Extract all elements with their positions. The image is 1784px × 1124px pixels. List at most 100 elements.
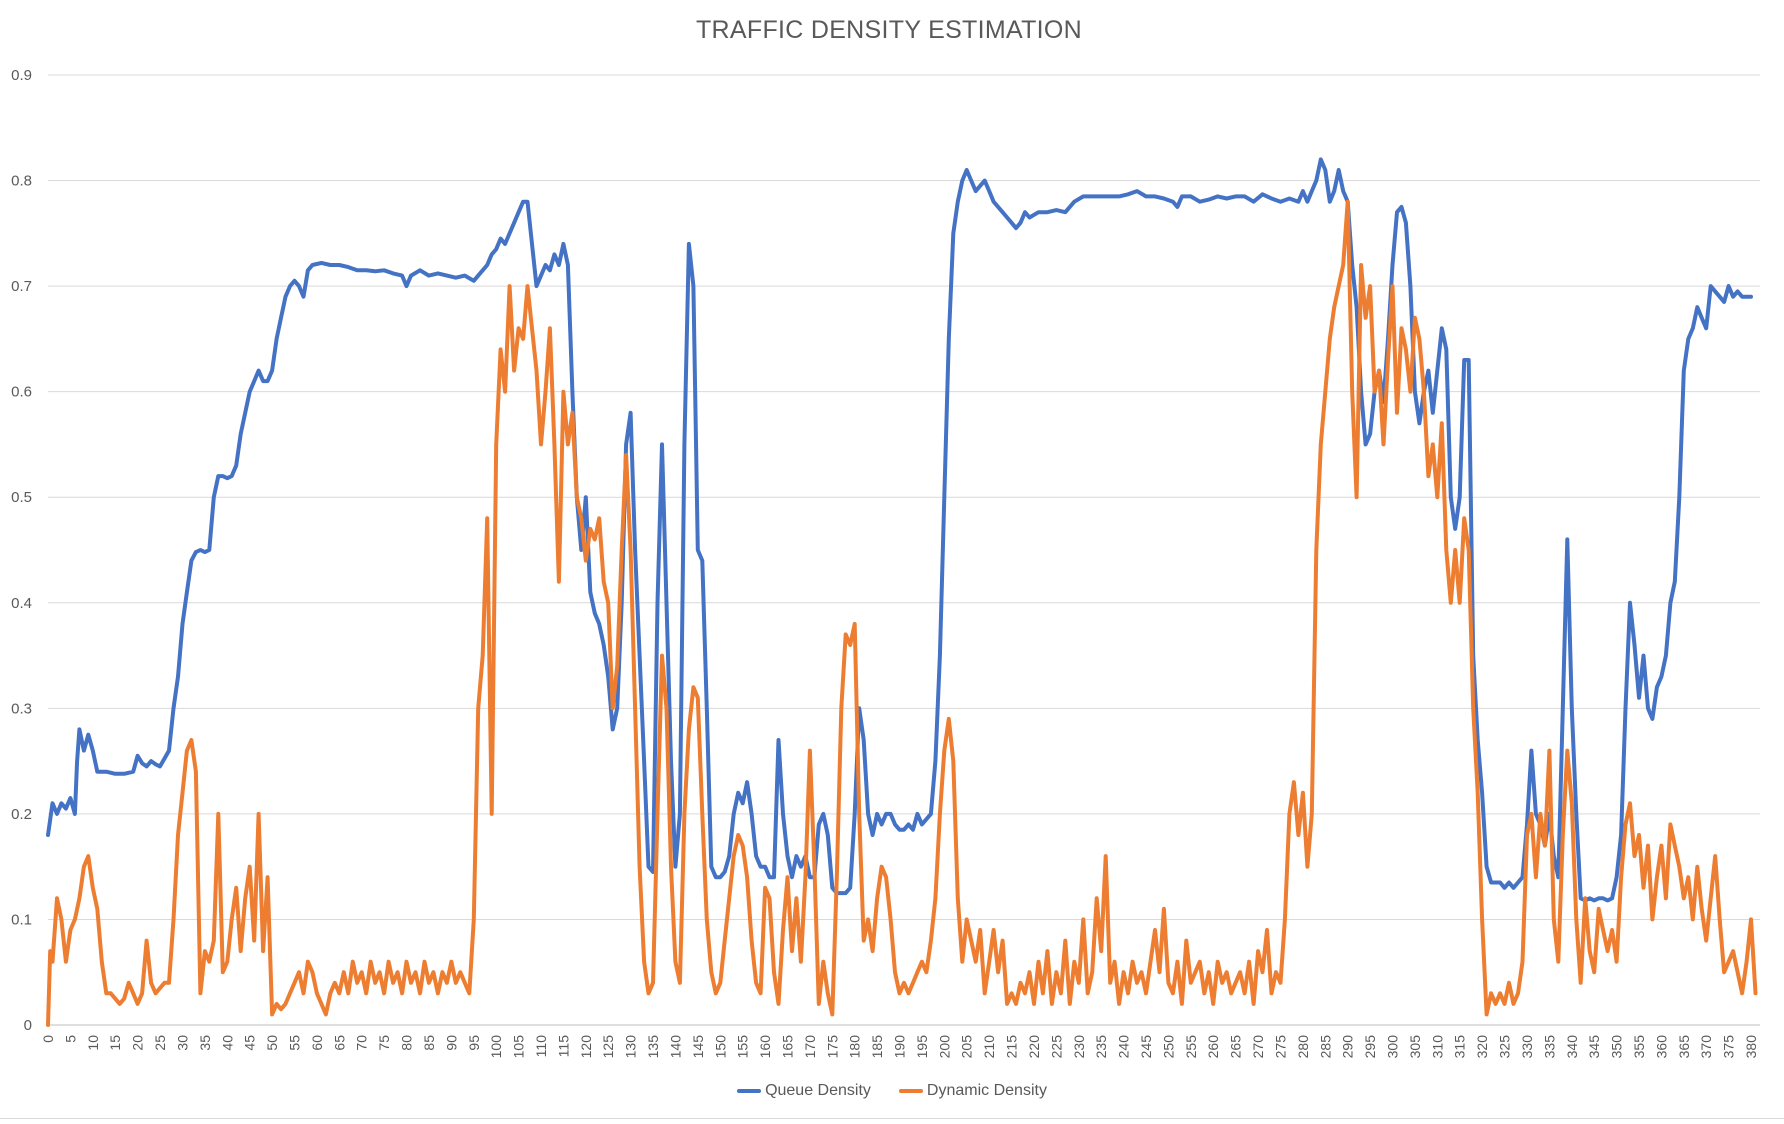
x-tick-label: 175	[824, 1035, 840, 1059]
x-tick-label: 105	[511, 1035, 527, 1059]
x-tick-label: 115	[555, 1035, 571, 1058]
x-tick-label: 275	[1272, 1035, 1288, 1059]
x-tick-label: 185	[869, 1035, 885, 1059]
x-tick-label: 330	[1519, 1035, 1535, 1059]
x-tick-label: 310	[1429, 1035, 1445, 1059]
x-tick-label: 375	[1721, 1035, 1737, 1059]
x-tick-label: 45	[242, 1035, 258, 1051]
x-tick-label: 85	[421, 1035, 437, 1051]
x-tick-label: 200	[936, 1035, 952, 1059]
series-lines	[46, 157, 1758, 1027]
x-tick-label: 65	[331, 1035, 347, 1051]
y-tick-label: 0.9	[11, 67, 32, 84]
x-tick-label: 25	[152, 1035, 168, 1051]
x-tick-label: 380	[1743, 1035, 1759, 1059]
x-tick-label: 315	[1452, 1035, 1468, 1059]
x-tick-label: 35	[197, 1035, 213, 1051]
x-tick-label: 325	[1497, 1035, 1513, 1059]
x-tick-label: 80	[399, 1035, 415, 1051]
x-tick-label: 345	[1586, 1035, 1602, 1059]
x-tick-label: 195	[914, 1035, 930, 1059]
x-tick-label: 285	[1317, 1035, 1333, 1059]
x-tick-label: 145	[690, 1035, 706, 1059]
x-tick-label: 350	[1609, 1035, 1625, 1059]
legend-label-dynamic-density: Dynamic Density	[926, 1082, 1047, 1099]
x-tick-label: 110	[533, 1035, 549, 1058]
x-tick-label: 20	[130, 1035, 146, 1051]
x-tick-label: 5	[62, 1035, 78, 1043]
y-tick-label: 0.1	[11, 911, 32, 928]
x-tick-label: 290	[1340, 1035, 1356, 1059]
legend-label-queue-density: Queue Density	[765, 1082, 871, 1099]
y-tick-label: 0.2	[11, 806, 32, 823]
x-tick-label: 235	[1093, 1035, 1109, 1059]
x-tick-label: 150	[712, 1035, 728, 1059]
x-tick-label: 40	[219, 1035, 235, 1051]
x-tick-label: 180	[847, 1035, 863, 1059]
x-tick-label: 160	[757, 1035, 773, 1059]
x-tick-label: 60	[309, 1035, 325, 1051]
y-tick-label: 0.6	[11, 384, 32, 401]
x-tick-label: 225	[1048, 1035, 1064, 1059]
x-tick-label: 10	[85, 1035, 101, 1051]
x-tick-label: 135	[645, 1035, 661, 1059]
x-tick-label: 355	[1631, 1035, 1647, 1059]
x-tick-label: 220	[1026, 1035, 1042, 1059]
x-tick-label: 255	[1183, 1035, 1199, 1059]
x-tick-label: 55	[286, 1035, 302, 1051]
x-tick-label: 335	[1541, 1035, 1557, 1059]
y-tick-label: 0.8	[11, 173, 32, 190]
y-tick-label: 0	[24, 1017, 32, 1034]
x-tick-label: 100	[488, 1035, 504, 1059]
x-tick-label: 0	[40, 1035, 56, 1043]
x-tick-label: 30	[174, 1035, 190, 1051]
x-tick-label: 120	[578, 1035, 594, 1059]
x-tick-label: 215	[1004, 1035, 1020, 1059]
y-tick-label: 0.7	[11, 278, 32, 295]
series-line-queue-density	[46, 157, 1753, 903]
x-tick-label: 340	[1564, 1035, 1580, 1059]
y-tick-label: 0.3	[11, 700, 32, 717]
x-tick-label: 250	[1160, 1035, 1176, 1059]
x-tick-label: 230	[1071, 1035, 1087, 1059]
y-tick-label: 0.5	[11, 489, 32, 506]
x-tick-label: 125	[600, 1035, 616, 1059]
x-tick-label: 210	[981, 1035, 997, 1059]
x-tick-label: 205	[959, 1035, 975, 1059]
y-tick-label: 0.4	[11, 595, 32, 612]
x-tick-label: 260	[1205, 1035, 1221, 1059]
x-tick-label: 95	[466, 1035, 482, 1051]
gridlines	[48, 74, 1760, 1026]
x-tick-label: 270	[1250, 1035, 1266, 1059]
x-tick-label: 305	[1407, 1035, 1423, 1059]
x-tick-label: 265	[1228, 1035, 1244, 1059]
x-tick-label: 130	[623, 1035, 639, 1059]
x-tick-label: 75	[376, 1035, 392, 1051]
x-tick-label: 50	[264, 1035, 280, 1051]
x-tick-label: 70	[354, 1035, 370, 1051]
x-tick-label: 90	[443, 1035, 459, 1051]
legend-swatch-queue-density	[737, 1089, 762, 1093]
x-tick-label: 240	[1116, 1035, 1132, 1059]
legend: Queue Density Dynamic Density	[0, 1082, 1784, 1100]
x-axis-tick-labels: 0 5 10 15 20 25 30 35 40 45 50 55 60 65 70 75 80 85 90 95 10…	[40, 1035, 1759, 1059]
x-tick-label: 320	[1474, 1035, 1490, 1059]
x-tick-label: 140	[667, 1035, 683, 1059]
x-tick-label: 170	[802, 1035, 818, 1059]
series-line-dynamic-density	[46, 199, 1758, 1027]
x-tick-label: 165	[779, 1035, 795, 1059]
legend-item-queue-density: Queue Density	[737, 1082, 871, 1100]
page-edge-divider	[0, 1118, 1784, 1119]
x-tick-label: 300	[1385, 1035, 1401, 1059]
x-tick-label: 15	[107, 1035, 123, 1051]
x-tick-label: 360	[1653, 1035, 1669, 1059]
legend-swatch-dynamic-density	[898, 1089, 923, 1093]
y-axis-tick-labels: 0 0.1 0.2 0.3 0.4 0.5 0.6 0.7 0.8 0.9	[11, 67, 32, 1034]
legend-item-dynamic-density: Dynamic Density	[898, 1082, 1047, 1100]
chart-title: TRAFFIC DENSITY ESTIMATION	[695, 16, 1083, 44]
x-tick-label: 190	[892, 1035, 908, 1059]
x-tick-label: 370	[1698, 1035, 1714, 1059]
x-tick-label: 365	[1676, 1035, 1692, 1059]
